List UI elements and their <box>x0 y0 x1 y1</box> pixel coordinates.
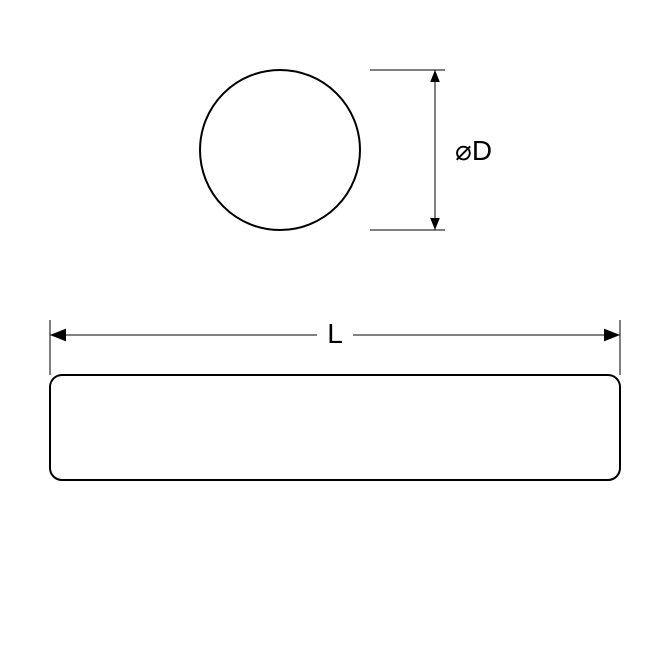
cross-section-circle <box>200 70 360 230</box>
arrow-left-icon <box>50 329 66 342</box>
diameter-label: ⌀D <box>455 135 492 166</box>
arrow-right-icon <box>604 329 620 342</box>
arrow-up-icon <box>430 70 440 82</box>
technical-drawing: ⌀D L <box>0 0 670 670</box>
arrow-down-icon <box>430 218 440 230</box>
length-label: L <box>327 318 343 349</box>
rod-side-view <box>50 375 620 480</box>
